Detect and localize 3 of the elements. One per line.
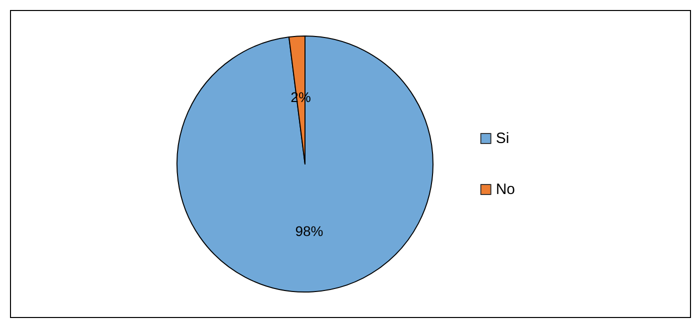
legend-label: No [496, 181, 516, 198]
legend-label: Si [496, 130, 510, 147]
data-label: 98% [295, 222, 324, 239]
